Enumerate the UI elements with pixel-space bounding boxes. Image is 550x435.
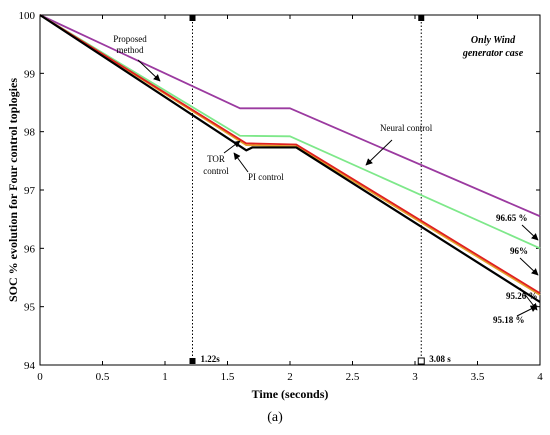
- soc-chart: 0 0.5 1 1.5 2 2.5 3 3.5 4 94 95 96 97 98 99 100 1.22s 3.0…: [6, 10, 544, 401]
- annotation-tor: TOR control: [203, 154, 229, 176]
- x-tick-label: 2: [287, 371, 293, 383]
- series-line-4: [39, 14, 541, 303]
- x-tick-label: 2.5: [346, 371, 360, 383]
- arrow-neural: [365, 139, 393, 166]
- arrow-final-0: [521, 224, 539, 241]
- annotation-neural: Neural control: [380, 123, 433, 133]
- plot-frame: [39, 14, 541, 366]
- arrow-tor: [223, 140, 241, 154]
- final-value-label-0: 96.65 %: [496, 213, 528, 223]
- x-tick-label: 3.5: [471, 371, 485, 383]
- arrow-final-3: [516, 305, 538, 317]
- vline-bottom-marker: [417, 357, 425, 365]
- final-value-label-3: 95.18 %: [493, 315, 525, 325]
- y-tick-label: 96: [24, 243, 36, 255]
- y-tick-label: 95: [24, 302, 36, 314]
- y-tick-label: 100: [19, 10, 36, 22]
- x-axis-title: Time (seconds): [252, 387, 329, 401]
- series-line-0: [39, 14, 541, 218]
- annotation-proposed: Proposed method: [113, 34, 147, 55]
- arrow-proposed: [137, 59, 161, 82]
- x-tick-label: 0.5: [96, 371, 110, 383]
- x-tick-label: 4: [537, 371, 543, 383]
- series-line-1: [39, 14, 541, 250]
- vline-bottom-marker: [189, 358, 196, 364]
- figure-caption: (a): [267, 410, 283, 425]
- series-line-3: [39, 14, 541, 295]
- plot-area: 0 0.5 1 1.5 2 2.5 3 3.5 4 94 95 96 97 98 99 100 1.22s 3.0…: [19, 10, 544, 383]
- vline-label: 3.08 s: [429, 354, 451, 364]
- arrow-pi: [233, 152, 249, 173]
- x-tick-label: 0: [37, 371, 43, 383]
- x-tick-label: 3: [412, 371, 418, 383]
- annotation-pi: PI control: [248, 172, 284, 182]
- y-tick-label: 98: [24, 127, 36, 139]
- x-tick-label: 1.5: [221, 371, 235, 383]
- arrow-final-1: [519, 257, 539, 276]
- y-tick-label: 99: [24, 68, 36, 80]
- vline-label: 1.22s: [201, 354, 221, 364]
- y-tick-label: 94: [24, 360, 36, 372]
- final-value-label-2: 95.26 %: [506, 291, 538, 301]
- y-tick-label: 97: [24, 185, 36, 197]
- annotation-case: Only Wind generator case: [462, 35, 524, 59]
- vline-top-marker: [418, 15, 425, 21]
- y-axis-title: SOC % evolution for Four control toplogi…: [6, 78, 20, 302]
- x-tick-label: 1: [162, 371, 168, 383]
- final-value-label-1: 96%: [510, 246, 528, 256]
- vline-top-marker: [189, 15, 196, 21]
